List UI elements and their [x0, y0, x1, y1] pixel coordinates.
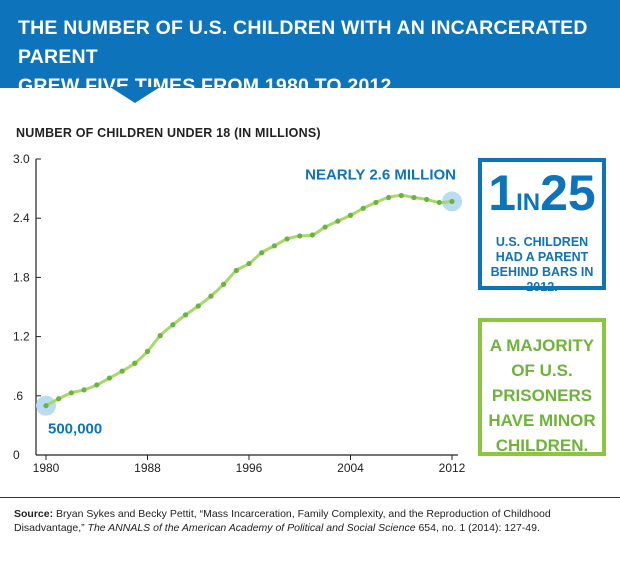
y-tick-label: 0 — [13, 448, 20, 462]
data-point — [119, 368, 125, 374]
data-point — [449, 198, 455, 205]
source-citation: Source: Bryan Sykes and Becky Pettit, “M… — [14, 507, 608, 535]
data-point — [170, 322, 176, 328]
title-line-2: GREW FIVE TIMES FROM 1980 TO 2012. — [18, 75, 398, 97]
data-point — [106, 375, 113, 381]
data-point — [398, 192, 404, 199]
data-point — [271, 243, 277, 249]
stat-box: 1IN25 U.S. CHILDREN HAD A PARENT BEHIND … — [478, 158, 606, 294]
source-journal: The ANNALS of the American Academy of Po… — [87, 522, 416, 534]
banner-pointer — [0, 87, 160, 103]
source-text: Bryan Sykes and Becky Pettit, “Mass Inca… — [14, 508, 551, 534]
y-tick-label: 3.0 — [13, 152, 30, 166]
stat-twentyfive: 25 — [540, 165, 596, 221]
title-line-1: THE NUMBER OF U.S. CHILDREN WITH AN INCA… — [18, 17, 588, 68]
data-point — [94, 382, 100, 388]
x-tick-label: 1996 — [236, 461, 263, 475]
x-tick-label: 2012 — [439, 461, 466, 475]
y-tick-label: 1.8 — [13, 270, 30, 284]
data-point — [68, 390, 74, 396]
stat-in: IN — [516, 189, 541, 216]
data-point — [132, 360, 138, 366]
data-point — [424, 196, 430, 203]
x-tick-label: 1980 — [33, 461, 60, 475]
data-point — [56, 396, 62, 402]
data-point — [309, 232, 316, 238]
y-tick-label: .6 — [13, 389, 23, 403]
x-tick-label: 2004 — [337, 461, 364, 475]
source-label: Source: — [14, 508, 54, 520]
data-point — [385, 194, 392, 201]
source-tail: 654, no. 1 (2014): 127-49. — [415, 522, 540, 534]
line-chart: 0 .6 1.2 1.8 2.4 3.0 1980 1988 1996 2004 2012 500,0… — [13, 152, 466, 475]
infographic-title: THE NUMBER OF U.S. CHILDREN WITH AN INCA… — [18, 14, 608, 101]
data-point — [157, 333, 163, 339]
data-point — [322, 224, 328, 230]
data-point — [335, 218, 341, 224]
y-axis-label: NUMBER OF CHILDREN UNDER 18 (IN MILLIONS… — [16, 126, 321, 140]
data-point — [284, 236, 290, 242]
data-point — [297, 233, 303, 239]
start-annotation: 500,000 — [48, 421, 102, 438]
data-point — [411, 194, 417, 201]
data-point — [259, 250, 265, 256]
series-line — [45, 194, 453, 407]
data-point — [43, 403, 49, 409]
header-banner: THE NUMBER OF U.S. CHILDREN WITH AN INCA… — [0, 0, 620, 97]
y-tick-label: 2.4 — [13, 211, 30, 225]
data-point — [373, 199, 379, 206]
majority-box: A MAJORITY OF U.S. PRISONERS HAVE MINOR … — [478, 318, 606, 456]
data-point — [347, 212, 354, 218]
stat-description: U.S. CHILDREN HAD A PARENT BEHIND BARS I… — [490, 235, 594, 294]
y-tick-label: 1.2 — [13, 330, 30, 344]
data-point — [144, 348, 151, 354]
data-point — [360, 205, 366, 211]
x-tick-label: 1988 — [134, 461, 161, 475]
data-point — [246, 260, 252, 267]
source-divider — [0, 497, 620, 498]
data-point — [436, 199, 442, 206]
data-point — [195, 303, 201, 309]
data-point — [233, 267, 239, 274]
data-point — [81, 387, 87, 393]
data-point — [208, 293, 214, 299]
stat-ratio: 1IN25 — [482, 168, 602, 231]
data-point — [221, 281, 227, 287]
data-point — [182, 312, 189, 318]
stat-one: 1 — [488, 165, 517, 221]
end-annotation: NEARLY 2.6 MILLION — [305, 166, 456, 183]
